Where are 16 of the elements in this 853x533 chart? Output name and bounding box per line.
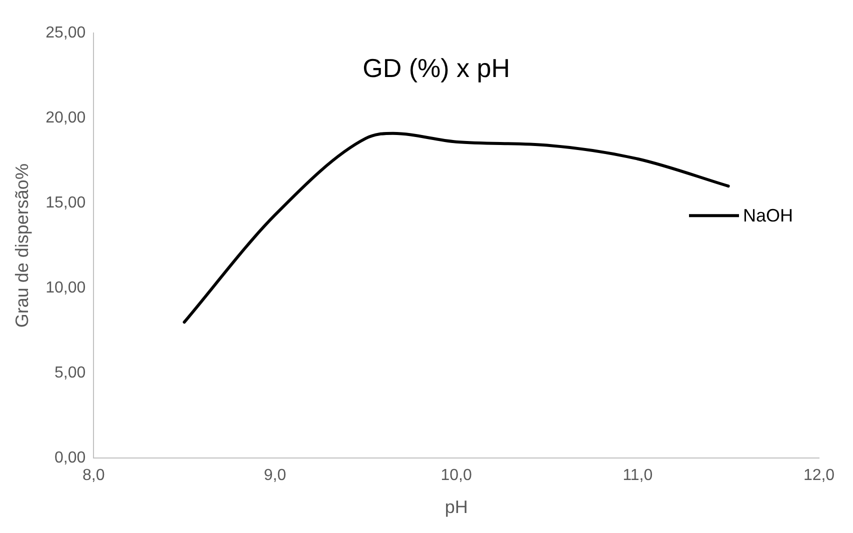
x-axis-title: pH: [444, 497, 468, 518]
x-tick-label: 11,0: [622, 467, 653, 484]
x-tick-label: 8,0: [82, 467, 105, 484]
line-series: [182, 132, 730, 324]
y-axis-title: Grau de dispersão%: [12, 164, 32, 328]
y-tick-label: 5,00: [54, 364, 86, 382]
x-tick-label: 9,0: [264, 467, 286, 484]
legend-label: NaOH: [743, 206, 794, 226]
y-tick-label: 10,00: [46, 280, 86, 297]
y-tick-label: 0,00: [54, 450, 86, 467]
y-tick-label: 15,00: [46, 194, 86, 212]
x-tick-label: 12,0: [803, 467, 835, 484]
y-tick-label: 25,00: [46, 24, 86, 42]
x-tick-label: 10,0: [440, 467, 472, 484]
y-tick-label: 20,00: [46, 109, 86, 126]
text: GD (%) x pH: [362, 53, 510, 84]
